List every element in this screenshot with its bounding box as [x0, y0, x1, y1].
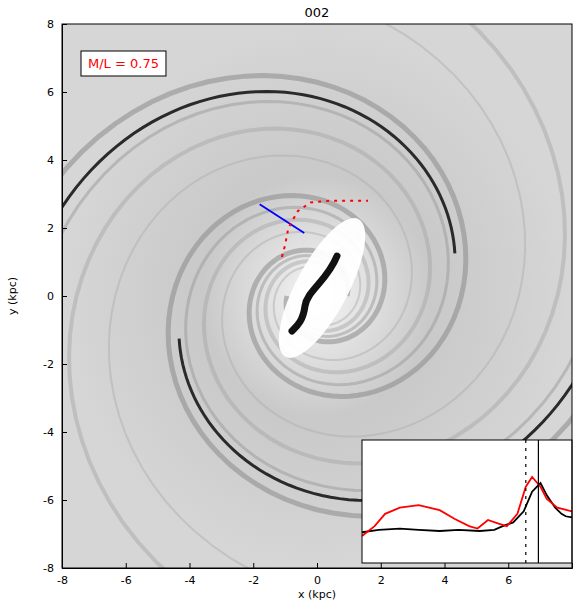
y-tick-label: 4 — [47, 154, 54, 167]
y-tick: 0 — [47, 290, 67, 303]
x-tick: -2 — [248, 563, 259, 587]
y-tick-label: 8 — [47, 18, 54, 31]
x-tick-mark — [445, 563, 446, 568]
x-tick-label: -8 — [57, 574, 68, 587]
figure: -8 -6 -4 -2 0 2 4 6 -8 -6 -4 -2 0 2 4 6 8 x (kpc) y (kpc) 0… — [0, 0, 580, 605]
annotation-box — [81, 51, 166, 76]
y-tick: 2 — [47, 222, 67, 235]
y-tick: -6 — [43, 494, 67, 507]
x-tick-mark — [317, 563, 318, 568]
density-map — [62, 24, 572, 568]
x-tick-mark — [190, 563, 191, 568]
spiral-arm — [204, 24, 565, 463]
y-tick-label: -8 — [43, 562, 54, 575]
x-tick-label: 4 — [442, 574, 449, 587]
x-tick-mark — [508, 563, 509, 568]
x-tick: 4 — [442, 563, 449, 587]
annotation: M/L = 0.75 — [81, 51, 166, 76]
y-tick-mark — [62, 24, 67, 25]
series-line — [282, 201, 368, 257]
y-tick: 8 — [47, 18, 67, 31]
annotation-text: M/L = 0.75 — [88, 56, 159, 71]
vertical-line — [525, 440, 526, 563]
y-tick-mark — [62, 364, 67, 365]
chart-title: 002 — [305, 5, 330, 20]
inset — [362, 440, 572, 563]
y-tick-label: 2 — [47, 222, 54, 235]
y-axis: -8 -6 -4 -2 0 2 4 6 8 — [43, 18, 67, 575]
plot-frame — [62, 24, 572, 568]
x-axis-line — [63, 563, 573, 569]
vertical-line — [538, 440, 539, 563]
x-tick-mark — [381, 563, 382, 568]
x-tick-label: 0 — [314, 574, 321, 587]
y-tick: -2 — [43, 358, 67, 371]
y-tick-mark — [62, 228, 67, 229]
x-tick-label: 6 — [505, 574, 512, 587]
x-axis: -8 -6 -4 -2 0 2 4 6 — [57, 563, 572, 587]
y-tick: -4 — [43, 426, 67, 439]
series-line — [362, 477, 572, 536]
y-tick-mark — [62, 296, 67, 297]
x-tick-label: -4 — [185, 574, 196, 587]
x-axis-title: x (kpc) — [298, 588, 336, 601]
inset-background — [362, 440, 572, 563]
outer-shock — [62, 91, 455, 493]
bar-region — [262, 207, 381, 369]
x-tick-label: 2 — [378, 574, 385, 587]
y-tick: 4 — [47, 154, 67, 167]
spiral-arm — [62, 102, 448, 448]
y-tick-mark — [62, 92, 67, 93]
series-group — [260, 201, 368, 257]
y-tick: -8 — [43, 562, 67, 575]
y-tick-label: 6 — [47, 86, 54, 99]
y-tick-label: -6 — [43, 494, 54, 507]
dust-lane — [292, 256, 337, 331]
density-background — [62, 24, 572, 568]
y-tick: 6 — [47, 86, 67, 99]
y-tick-label: -4 — [43, 426, 54, 439]
x-tick: -6 — [121, 563, 132, 587]
x-tick: -4 — [185, 563, 196, 587]
x-tick-mark — [253, 563, 254, 568]
y-tick-label: -2 — [43, 358, 54, 371]
x-tick: 2 — [378, 563, 385, 587]
y-tick-mark — [62, 500, 67, 501]
x-tick-mark — [126, 563, 127, 568]
y-tick-mark — [62, 432, 67, 433]
y-tick-label: 0 — [47, 290, 54, 303]
x-tick: 6 — [505, 563, 512, 587]
spiral-arm — [222, 24, 525, 437]
x-tick: 0 — [314, 563, 321, 587]
x-tick-label: -2 — [248, 574, 259, 587]
x-tick-label: -6 — [121, 574, 132, 587]
spiral-arm — [186, 144, 572, 490]
y-axis-line — [63, 25, 68, 569]
series-line — [260, 204, 305, 233]
y-tick-mark — [62, 568, 67, 569]
inset-frame — [362, 440, 572, 563]
y-axis-title: y (kpc) — [6, 277, 19, 315]
y-tick-mark — [62, 160, 67, 161]
series-group — [362, 440, 572, 563]
